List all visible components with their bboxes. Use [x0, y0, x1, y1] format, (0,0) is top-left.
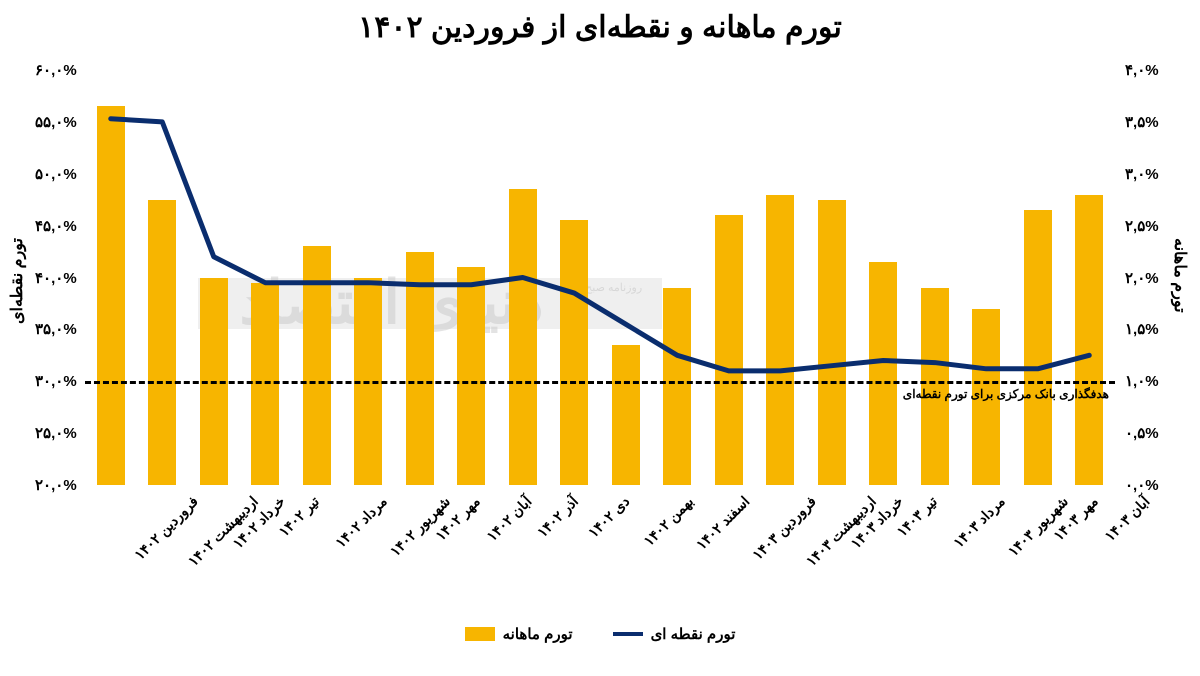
left-tick: ۶۰,۰% — [35, 61, 77, 79]
right-tick: ۳,۰% — [1125, 165, 1159, 183]
right-tick: ۱,۰% — [1125, 372, 1159, 390]
right-tick: ۰,۵% — [1125, 424, 1159, 442]
left-tick: ۳۵,۰% — [35, 320, 77, 338]
x-tick: مرداد ۱۴۰۳ — [950, 493, 1008, 551]
right-tick: ۰,۰% — [1125, 476, 1159, 494]
x-tick: بهمن ۱۴۰۲ — [640, 493, 697, 550]
x-tick: اسفند ۱۴۰۲ — [693, 493, 753, 553]
x-tick: آبان ۱۴۰۳ — [1102, 493, 1154, 545]
right-tick: ۱,۵% — [1125, 320, 1159, 338]
left-tick: ۴۵,۰% — [35, 217, 77, 235]
chart-container: تورم ماهانه و نقطه‌ای از فروردین ۱۴۰۲ تو… — [0, 0, 1200, 676]
right-axis-label: تورم ماهانه — [1170, 238, 1189, 313]
left-tick: ۳۰,۰% — [35, 372, 77, 390]
left-tick: ۲۰,۰% — [35, 476, 77, 494]
left-tick: ۴۰,۰% — [35, 269, 77, 287]
line-series — [85, 70, 1115, 485]
legend: تورم ماهانه تورم نقطه ای — [0, 625, 1200, 643]
x-tick: آذر ۱۴۰۲ — [534, 493, 582, 541]
left-tick: ۵۵,۰% — [35, 113, 77, 131]
right-tick: ۲,۵% — [1125, 217, 1159, 235]
x-tick: دی ۱۴۰۲ — [585, 493, 633, 541]
legend-item-line: تورم نقطه ای — [613, 625, 736, 643]
legend-swatch-bar — [465, 627, 495, 641]
right-tick: ۳,۵% — [1125, 113, 1159, 131]
x-tick: مرداد ۱۴۰۲ — [332, 493, 390, 551]
right-tick: ۴,۰% — [1125, 61, 1159, 79]
legend-item-bar: تورم ماهانه — [465, 625, 573, 643]
left-axis-label: تورم نقطه‌ای — [8, 238, 27, 324]
legend-swatch-line — [613, 632, 643, 636]
plot-area: دنیای اقتصاد روزنامه صبح ایران هدفگذاری … — [85, 70, 1115, 485]
legend-bar-label: تورم ماهانه — [503, 625, 573, 643]
left-tick: ۵۰,۰% — [35, 165, 77, 183]
chart-title: تورم ماهانه و نقطه‌ای از فروردین ۱۴۰۲ — [0, 10, 1200, 45]
right-tick: ۲,۰% — [1125, 269, 1159, 287]
x-tick: آبان ۱۴۰۲ — [484, 493, 536, 545]
legend-line-label: تورم نقطه ای — [651, 625, 736, 643]
left-tick: ۲۵,۰% — [35, 424, 77, 442]
